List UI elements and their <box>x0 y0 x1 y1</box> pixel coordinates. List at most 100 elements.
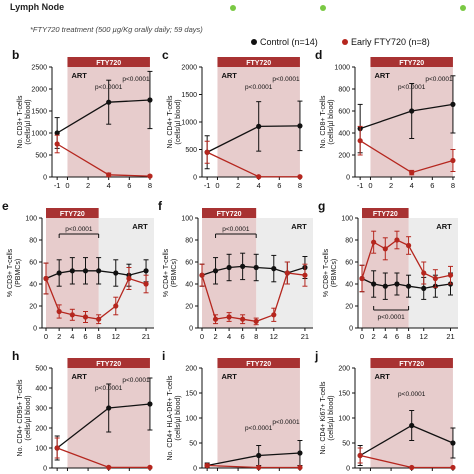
data-point <box>69 312 75 318</box>
y-tick-label: 100 <box>25 216 37 223</box>
x-tick-label: -1 <box>54 181 61 190</box>
p-value-label: p<0.0001 <box>95 84 123 91</box>
x-tick-label: 0 <box>65 181 69 190</box>
x-tick-label: 2 <box>236 181 240 190</box>
x-tick-label: 2 <box>86 181 90 190</box>
y-tick-label: 100 <box>338 416 350 423</box>
fty-bar <box>67 57 150 67</box>
y-axis-label: % CD4+ T-cells <box>163 248 170 297</box>
y-tick-label: 60 <box>29 260 37 267</box>
y-tick-label: 20 <box>29 304 37 311</box>
data-point <box>54 445 60 451</box>
data-point <box>56 270 62 276</box>
x-tick-label: 21 <box>446 332 454 341</box>
fty-label: FTY720 <box>399 60 424 67</box>
data-point <box>147 401 153 407</box>
p-value-label: p<0.0001 <box>272 76 300 83</box>
data-point <box>382 246 388 252</box>
y-tick-label: 1500 <box>181 92 197 99</box>
data-point <box>450 101 456 107</box>
x-tick-label: 6 <box>83 332 87 341</box>
y-tick-label: 1500 <box>31 109 47 116</box>
panel-i: FTY720 ART 0 50 100 150 200 -1 0 2 4 6 8 i No. CD4+ HL… <box>162 349 303 474</box>
p-value-label: p<0.0001 <box>122 377 150 384</box>
data-point <box>405 242 412 249</box>
fty-bar <box>362 208 409 218</box>
data-point <box>409 170 415 176</box>
fty-bar <box>217 57 300 67</box>
y-tick-label: 0 <box>43 175 47 182</box>
data-point <box>143 268 149 274</box>
art-label: ART <box>374 372 390 381</box>
y-axis-label: (cells/µl blood) <box>175 395 182 440</box>
y-tick-label: 60 <box>185 260 193 267</box>
y-tick-label: 60 <box>345 260 353 267</box>
y-tick-label: 80 <box>185 238 193 245</box>
x-tick-label: 8 <box>97 332 101 341</box>
x-tick-label: 4 <box>383 332 387 341</box>
y-axis-label: (cells/µl blood) <box>25 395 32 440</box>
data-point <box>405 283 412 289</box>
data-point <box>82 268 89 274</box>
x-tick-label: 6 <box>127 472 131 474</box>
panel-letter: d <box>315 48 322 62</box>
data-point <box>357 138 363 144</box>
y-tick-label: 40 <box>345 282 353 289</box>
panel-c: FTY720 ART 0 500 1000 1500 2000 -1 0 2 4 6 8 c No. CD4… <box>162 48 303 190</box>
p-value-label: p<0.0001 <box>398 84 426 91</box>
data-point <box>450 464 456 471</box>
panel-letter: e <box>2 199 9 213</box>
x-tick-label: 12 <box>270 332 278 341</box>
timeline-dot-3 <box>460 5 466 11</box>
y-tick-label: 50 <box>342 441 350 448</box>
fty-bar <box>370 57 453 67</box>
x-tick-label: 21 <box>142 332 150 341</box>
legend-control-label: Control (n=14) <box>260 37 318 47</box>
fty-label: FTY720 <box>246 60 271 67</box>
data-point <box>447 272 454 278</box>
data-point <box>297 464 303 471</box>
y-tick-label: 0 <box>346 466 350 473</box>
x-tick-label: 12 <box>420 332 428 341</box>
y-tick-label: 0 <box>33 326 37 333</box>
panel-letter: f <box>158 199 163 213</box>
fty-bar <box>67 358 150 368</box>
legend-early-label: Early FTY720 (n=8) <box>351 37 430 47</box>
y-tick-label: 80 <box>29 238 37 245</box>
art-label: ART <box>71 71 87 80</box>
legend-control-marker <box>251 39 257 45</box>
y-axis-label: No. CD8+ T-cells <box>320 95 327 148</box>
x-tick-label: 4 <box>257 472 261 474</box>
art-label: ART <box>221 71 237 80</box>
p-value-label: p<0.0001 <box>377 314 405 321</box>
fty-label: FTY720 <box>60 211 85 218</box>
y-tick-label: 1000 <box>181 120 197 127</box>
x-tick-label: 8 <box>451 181 455 190</box>
x-tick-label: -1 <box>357 472 364 474</box>
data-point <box>82 314 89 320</box>
fty-label: FTY720 <box>96 60 121 67</box>
x-tick-label: 2 <box>389 472 393 474</box>
y-axis-label: (PBMCs) <box>171 259 178 287</box>
x-tick-label: 2 <box>86 472 90 474</box>
data-point <box>226 314 232 320</box>
y-axis-label: No. CD4+ HLA-DR+ T-cells <box>167 375 174 461</box>
data-point <box>256 464 262 471</box>
fty-label: FTY720 <box>373 211 398 218</box>
fty-bar <box>202 208 257 218</box>
x-tick-label: 4 <box>107 472 111 474</box>
y-tick-label: 500 <box>185 147 197 154</box>
data-point <box>256 452 262 459</box>
x-tick-label: -1 <box>54 472 61 474</box>
data-point <box>421 285 427 291</box>
data-point <box>421 270 427 276</box>
y-tick-label: 20 <box>185 304 193 311</box>
panel-letter: j <box>314 349 318 363</box>
data-point <box>147 97 153 103</box>
data-point <box>106 464 112 470</box>
x-tick-label: 0 <box>44 332 48 341</box>
x-tick-label: 8 <box>406 332 410 341</box>
panel-letter: h <box>12 349 19 363</box>
data-point <box>69 268 75 274</box>
